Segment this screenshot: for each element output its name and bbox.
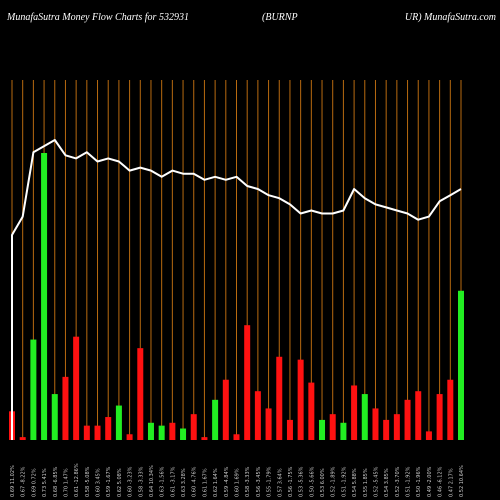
chart-title-symbol-part1: (BURNP: [262, 12, 298, 23]
bar: [212, 399, 219, 440]
x-tick-label: 0.53 6.00%: [320, 468, 326, 497]
bar: [297, 359, 304, 440]
x-tick-label: 0.58 -5.08%: [85, 466, 91, 497]
x-tick-label: 0.63 3.28%: [181, 468, 187, 497]
bar: [372, 408, 379, 440]
x-tick-label: 0.46 -6.12%: [438, 466, 444, 497]
x-tick-label: 0.60 -3.23%: [128, 466, 134, 497]
bar: [62, 376, 69, 440]
x-tick-label: 0.69 0.72%: [31, 468, 37, 497]
x-tick-label: 0.70 1.47%: [63, 468, 69, 497]
bar: [319, 419, 326, 440]
x-tick-label: 0.52 10.64%: [459, 465, 465, 497]
bar: [436, 394, 443, 440]
bar: [169, 422, 176, 440]
x-tick-label: 0.50 -5.66%: [309, 466, 315, 497]
x-tick-labels: 0.69 11.02% 0.67 -8.22% 0.69 0.72% 0.73 5.4…: [10, 463, 465, 497]
bar: [244, 325, 251, 440]
chart-title-left: MunafaSutra Money Flow Charts for 532931: [7, 12, 189, 23]
bar: [404, 399, 411, 440]
x-tick-label: 0.73 5.41%: [42, 468, 48, 497]
x-tick-label: 0.60 -4.76%: [192, 466, 198, 497]
x-tick-label: 0.61 -3.17%: [170, 466, 176, 497]
bar: [254, 391, 261, 440]
bar: [83, 425, 90, 440]
x-tick-label: 0.69 11.02%: [10, 465, 16, 497]
x-tick-label: 0.61 1.67%: [202, 468, 208, 497]
bar: [415, 391, 422, 440]
x-tick-label: 0.47 2.17%: [448, 468, 454, 497]
bar: [308, 382, 315, 440]
bar: [458, 290, 464, 440]
x-tick-label: 0.62 5.08%: [117, 468, 123, 497]
x-tick-label: 0.56 -1.75%: [288, 466, 294, 497]
bar: [276, 356, 283, 440]
bar: [30, 339, 37, 440]
x-tick-label: 0.54 3.85%: [384, 468, 390, 497]
bar: [351, 385, 358, 440]
bar: [105, 417, 112, 440]
chart-title-symbol-part2: UR) MunafaSutra.com: [404, 12, 496, 23]
bar: [158, 425, 165, 440]
bar: [383, 419, 390, 440]
x-tick-label: 0.52 -5.45%: [373, 466, 379, 497]
bar: [265, 408, 272, 440]
x-tick-label: 0.52 -1.89%: [331, 466, 337, 497]
x-tick-label: 0.59 -4.84%: [224, 466, 230, 497]
x-tick-label: 0.50 -1.96%: [416, 466, 422, 497]
x-tick-label: 0.58 -3.33%: [245, 466, 251, 497]
x-tick-label: 0.61 -12.86%: [74, 463, 80, 497]
x-tick-label: 0.64 10.34%: [149, 465, 155, 497]
bar: [425, 431, 432, 440]
bar: [137, 348, 144, 440]
bar: [41, 153, 48, 440]
bar: [180, 428, 187, 440]
bar: [286, 419, 293, 440]
x-tick-label: 0.57 3.64%: [277, 468, 283, 497]
bar: [233, 434, 240, 440]
bar: [73, 336, 80, 440]
x-tick-label: 0.54 5.88%: [352, 468, 358, 497]
bar: [19, 437, 26, 440]
price-line-series: [11, 139, 462, 440]
bar: [222, 379, 229, 440]
x-tick-label: 0.60 1.69%: [235, 468, 241, 497]
bar: [393, 414, 400, 440]
x-tick-label: 0.63 -1.56%: [160, 466, 166, 497]
x-tick-label: 0.53 -5.36%: [299, 466, 305, 497]
x-tick-label: 0.59 -1.67%: [106, 466, 112, 497]
x-tick-label: 0.51 -1.92%: [341, 466, 347, 497]
x-tick-label: 0.56 -3.45%: [256, 466, 262, 497]
bar: [51, 394, 58, 440]
x-tick-label: 0.62 1.64%: [213, 468, 219, 497]
bar-series: [9, 153, 464, 440]
x-tick-label: 0.60 3.45%: [96, 468, 102, 497]
bar: [201, 437, 208, 440]
price-line: [11, 139, 462, 440]
bar: [447, 379, 454, 440]
x-tick-label: 0.49 -2.00%: [427, 466, 433, 497]
bar: [147, 422, 154, 440]
x-tick-label: 0.58 -3.33%: [138, 466, 144, 497]
bar: [329, 414, 336, 440]
bar: [340, 422, 347, 440]
x-tick-label: 0.67 -8.22%: [21, 466, 27, 497]
x-tick-label: 0.55 -1.79%: [267, 466, 273, 497]
x-tick-label: 0.51 -1.92%: [406, 466, 412, 497]
bar: [115, 405, 122, 440]
x-tick-label: 0.52 -3.70%: [395, 466, 401, 497]
bar: [126, 434, 133, 440]
x-tick-label: 0.55 1.85%: [363, 468, 369, 497]
bar: [361, 394, 368, 440]
bar: [190, 414, 197, 440]
bar: [94, 425, 101, 440]
gridlines: [11, 80, 462, 440]
x-tick-label: 0.68 -6.85%: [53, 466, 59, 497]
